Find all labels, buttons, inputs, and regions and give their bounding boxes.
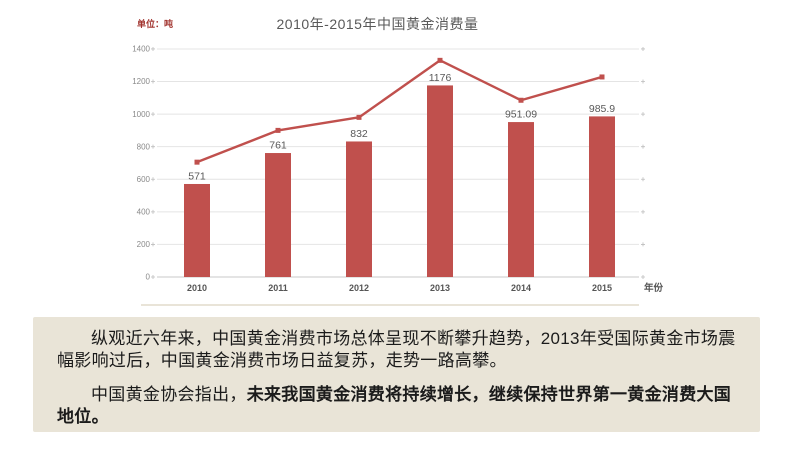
paragraph-2-bold: 未来我国黄金消费将持续增长，继续保持世界第一黄金消费大国地位。 (57, 385, 732, 426)
gridline-end-marker (641, 177, 645, 182)
trend-line-marker (437, 57, 443, 63)
trend-line (196, 59, 603, 164)
gridline-end-marker (151, 46, 155, 51)
trend-line-marker (599, 74, 605, 80)
gridline-end-marker (641, 112, 645, 117)
x-axis-tick-label-2010: 2010 (187, 283, 207, 293)
bar-value-label-2010: 571 (188, 170, 206, 182)
gridline-end-marker (151, 275, 155, 279)
y-axis-tick-label: 1000 (132, 110, 150, 119)
chart-bottom-strip (141, 304, 639, 306)
gridline-end-marker (641, 242, 645, 247)
y-axis-tick-label: 0 (146, 273, 151, 282)
gridline-end-marker (641, 79, 645, 84)
trend-line-marker (275, 127, 281, 133)
gridline-end-marker (641, 275, 645, 279)
x-axis-title: 年份 (644, 282, 664, 294)
x-axis-tick-label-2012: 2012 (349, 283, 369, 293)
x-axis-tick-label-2013: 2013 (430, 283, 450, 293)
chart-title: 2010年-2015年中国黄金消费量 (276, 16, 479, 32)
paragraph-2-lead: 中国黄金协会指出， (91, 385, 247, 404)
bar-2014 (508, 122, 534, 277)
y-axis-tick-label: 1200 (132, 77, 150, 86)
x-axis-tick-label-2015: 2015 (592, 283, 612, 293)
summary-text-panel: 纵观近六年来，中国黄金消费市场总体呈现不断攀升趋势，2013年受国际黄金市场震幅… (33, 317, 760, 432)
bar-2015 (589, 116, 615, 278)
y-axis-tick-label: 200 (137, 240, 151, 249)
y-axis-tick-label: 800 (137, 142, 151, 151)
bar-2010 (184, 183, 210, 277)
bar-value-label-2012: 832 (350, 128, 368, 140)
gridline-end-marker (151, 79, 155, 84)
gridline-end-marker (151, 209, 155, 214)
bar-value-label-2015: 985.9 (589, 103, 615, 115)
trend-line-marker (194, 159, 200, 165)
y-axis-tick-label: 600 (137, 175, 151, 184)
gold-consumption-chart: 单位：吨 2010年-2015年中国黄金消费量 0 200 400 600 800 100… (130, 8, 675, 310)
gridline-end-marker (641, 144, 645, 149)
bar-value-label-2014: 951.09 (505, 109, 537, 121)
x-axis-tick-label-2011: 2011 (268, 283, 288, 293)
gridline-end-marker (641, 209, 645, 214)
chart-plot-area: 0 200 400 600 800 1000 1200 1400 571 2010 761 2011 8… (132, 45, 664, 306)
bar-2011 (265, 153, 291, 277)
bar-2013 (427, 85, 453, 278)
summary-paragraph-2: 中国黄金协会指出，未来我国黄金消费将持续增长，继续保持世界第一黄金消费大国地位。 (57, 384, 736, 427)
bar-value-label-2013: 1176 (429, 72, 452, 84)
gridline-end-marker (151, 112, 155, 117)
trend-line-marker (356, 114, 362, 120)
summary-paragraph-1: 纵观近六年来，中国黄金消费市场总体呈现不断攀升趋势，2013年受国际黄金市场震幅… (57, 329, 736, 370)
gridline-end-marker (151, 242, 155, 247)
gridline-end-marker (641, 46, 645, 51)
chart-unit-label: 单位：吨 (137, 19, 174, 29)
bar-value-label-2011: 761 (269, 140, 287, 152)
gridline-end-marker (151, 144, 155, 149)
bar-2012 (346, 141, 372, 277)
gridline-end-marker (151, 177, 155, 182)
trend-line-marker (518, 97, 524, 103)
x-axis-tick-label-2014: 2014 (511, 283, 531, 293)
y-axis-tick-label: 1400 (132, 45, 150, 54)
y-axis-tick-label: 400 (137, 208, 151, 217)
